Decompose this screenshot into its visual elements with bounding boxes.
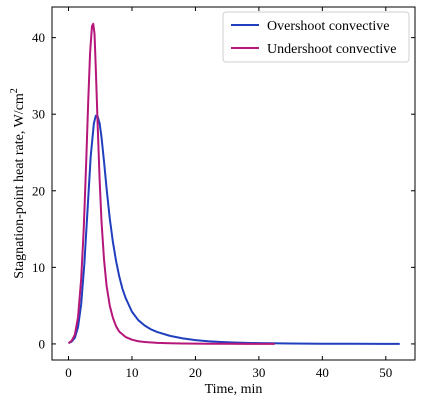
legend-box [222, 11, 410, 63]
y-axis-label: Stagnation-point heat rate, W/cm2 [9, 88, 27, 279]
legend-label-undershoot: Undershoot convective [267, 42, 396, 57]
series-layer [67, 22, 400, 345]
series-line-0 [68, 114, 400, 345]
x-tick-label-2: 20 [189, 365, 202, 380]
x-tick-label-4: 40 [316, 365, 329, 380]
x-axis-label: Time, min [205, 382, 263, 397]
y-axis-label-group: Stagnation-point heat rate, W/cm2 [9, 88, 27, 279]
axis-tick-labels: 0 10 20 30 40 50 0 10 20 30 40 [32, 30, 392, 380]
y-tick-label-0: 0 [39, 336, 46, 351]
y-tick-label-1: 10 [32, 260, 45, 275]
x-tick-label-3: 30 [252, 365, 265, 380]
x-tick-label-0: 0 [65, 365, 72, 380]
plot-area [51, 6, 416, 361]
legend: Overshoot convective Undershoot convecti… [222, 11, 410, 63]
y-tick-label-4: 40 [32, 30, 45, 45]
x-tick-label-5: 50 [379, 365, 392, 380]
y-tick-label-3: 30 [32, 107, 45, 122]
y-tick-label-2: 20 [32, 183, 45, 198]
x-tick-label-1: 10 [125, 365, 138, 380]
axis-ticks [52, 7, 415, 360]
legend-label-overshoot: Overshoot convective [267, 19, 389, 34]
y-axis-label-text: Stagnation-point heat rate, W/cm [12, 93, 27, 279]
y-axis-label-superscript: 2 [9, 88, 20, 93]
series-line-1 [67, 22, 275, 345]
